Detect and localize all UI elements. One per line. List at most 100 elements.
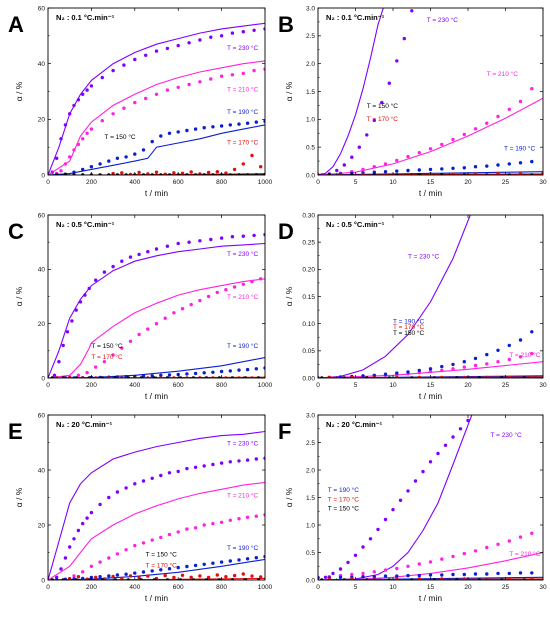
data-point-210 [361,167,365,172]
data-point-190 [451,362,455,367]
data-point-190 [440,573,444,577]
x-tick-label: 800 [216,584,227,591]
data-point-170 [163,172,167,175]
series-line-230 [48,430,265,580]
data-point-190 [406,370,410,374]
data-point-210 [100,119,105,123]
data-point-190 [211,125,215,129]
data-point-230 [410,9,414,13]
data-point-210 [150,538,154,542]
data-point-210 [115,552,120,556]
data-point-210 [473,127,478,131]
data-point-210 [250,279,254,284]
data-point-210 [176,530,180,534]
data-point-190 [115,156,120,160]
data-point-230 [198,38,202,42]
y-axis-label: α / % [284,81,294,101]
data-point-170 [128,574,133,578]
data-point-190 [150,139,154,144]
data-point-190 [167,373,172,377]
data-point-210 [451,137,455,142]
data-point-230 [176,469,180,474]
data-point-210 [372,570,376,574]
series-line-190 [48,357,265,378]
data-point-190 [462,166,466,170]
x-tick-label: 25 [502,179,510,186]
data-point-190 [395,169,399,173]
x-tick-label: 10 [389,584,397,591]
data-point-210 [462,132,466,137]
data-point-230 [228,460,232,464]
series-label-170: T = 170 °C [91,353,123,361]
data-point-170 [172,171,176,175]
data-point-210 [428,560,433,564]
data-point-190 [237,122,241,126]
data-point-210 [72,574,76,578]
data-point-230 [122,63,126,67]
data-point-190 [115,573,120,577]
data-point-170 [206,170,211,175]
data-point-230 [209,35,213,39]
data-point-190 [141,374,146,378]
data-point-230 [219,236,224,240]
data-point-230 [76,98,81,102]
data-point-210 [154,322,159,326]
data-point-190 [124,572,128,576]
data-point-190 [507,343,511,348]
series-label-230: T = 230 °C [227,439,259,447]
data-point-230 [395,59,399,63]
data-point-230 [124,486,128,490]
y-tick-label: 2.5 [306,440,315,447]
x-tick-label: 30 [539,179,547,186]
data-point-190 [507,162,511,166]
data-point-210 [473,549,478,553]
data-point-190 [361,374,365,378]
data-point-210 [89,564,94,568]
data-point-210 [159,535,163,540]
y-tick-label: 3.0 [306,5,315,12]
data-point-230 [63,123,68,127]
y-tick-label: 1.5 [306,89,315,96]
chart-panel-c: 0 200 400 600 800 1000 0 20 40 60 t / min α / % C N₂ … [8,212,273,401]
y-axis-label: α / % [14,487,24,507]
series-line-190 [48,124,265,175]
x-tick-label: 0 [46,584,50,591]
data-point-190 [72,170,76,174]
x-axis-label: t / min [419,593,442,603]
data-point-230 [353,553,358,557]
data-point-170 [259,575,263,579]
data-point-190 [89,165,94,169]
data-point-210 [111,112,115,116]
series-label-170: T = 170 °C [367,115,399,123]
data-point-210 [68,155,72,159]
series-label-190: T = 190 °C [328,486,360,494]
y-tick-label: 0.10 [302,321,315,328]
y-axis-label: α / % [284,286,294,306]
data-point-170 [451,172,455,175]
data-point-230 [350,155,354,159]
panel-title: N₂ : 0.1 °C.min⁻¹ [326,13,385,22]
data-point-190 [428,367,433,371]
series-label-150: T = 150 °C [393,329,425,337]
data-point-230 [61,343,65,348]
data-point-190 [451,166,455,170]
data-point-230 [70,319,74,323]
series-label-150: T = 150 °C [146,551,178,559]
series-label-210: T = 210 °C [227,492,259,500]
data-point-230 [102,270,107,274]
data-point-170 [137,170,141,175]
data-point-190 [361,575,365,579]
data-point-190 [185,372,189,376]
data-point-170 [507,577,511,580]
y-tick-label: 40 [38,467,46,474]
data-point-210 [507,357,511,362]
data-point-230 [376,527,380,532]
series-line-210 [48,60,265,175]
data-point-230 [398,498,403,502]
data-point-230 [187,41,191,45]
y-tick-label: 20 [38,321,46,328]
data-point-230 [421,469,425,474]
data-point-230 [413,479,418,483]
data-point-230 [365,133,369,137]
data-point-190 [440,364,444,369]
